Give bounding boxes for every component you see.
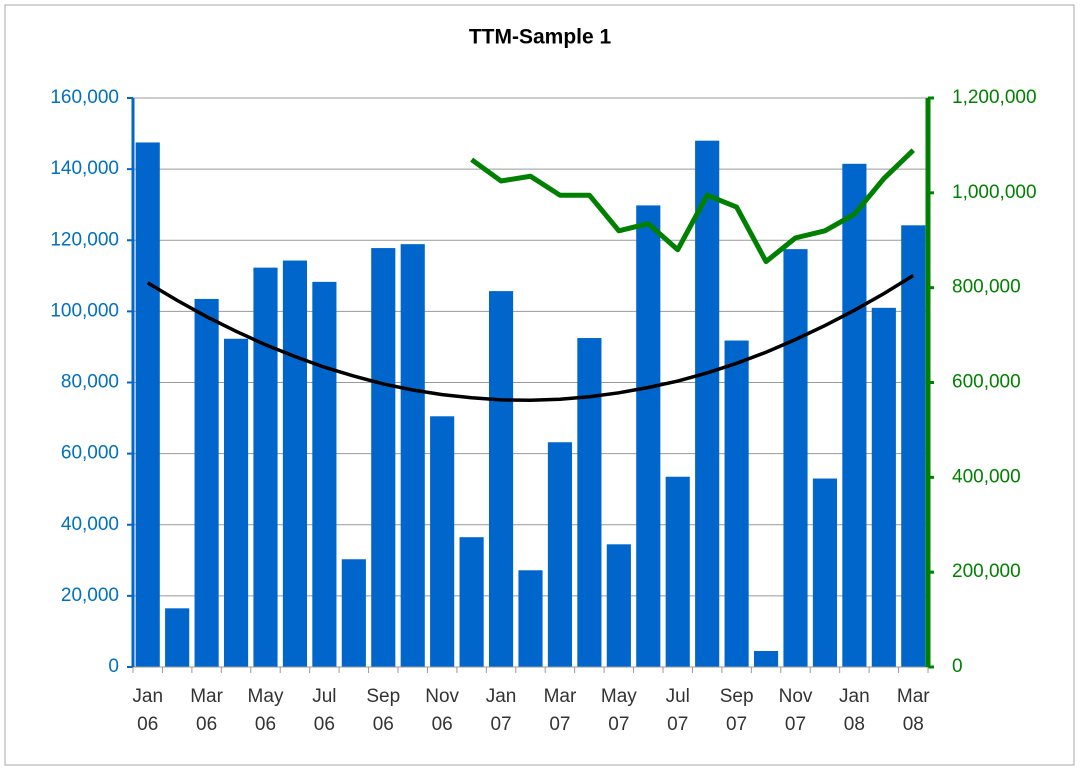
y2-tick-label: 1,200,000 [952,87,1037,108]
bar [194,298,219,667]
x-tick-label: Nov 07 [778,686,813,735]
x-tick-label: Jul 06 [312,686,337,735]
bar [636,205,661,667]
bar [547,442,573,667]
bar [753,650,779,667]
bar [165,608,190,667]
x-tick-label: Nov 06 [425,686,460,735]
bar [871,307,896,667]
y2-tick-label: 0 [952,656,963,677]
y-tick-label: 120,000 [50,229,119,250]
bar [223,338,249,667]
x-tick-label: May 07 [600,686,637,735]
x-tick-label: Mar 08 [896,686,930,735]
bar [371,248,396,668]
y2-tick-label: 1,000,000 [952,182,1037,203]
x-tick-label: May 06 [247,686,284,735]
ttm-line [470,148,916,265]
x-tick-label: Sep 06 [366,686,401,735]
bar [518,570,543,667]
trendline [146,273,915,403]
bar [459,537,484,667]
y-tick-label: 0 [108,656,119,677]
y2-tick-label: 400,000 [952,466,1021,487]
x-tick-label: Sep 07 [719,686,754,735]
bar [430,416,455,667]
y-tick-label: 160,000 [50,87,119,108]
bar [812,478,838,667]
bar [665,476,690,667]
y-tick-label: 60,000 [61,443,119,464]
bar [488,291,514,667]
y2-tick-label: 800,000 [952,277,1021,298]
x-tick-label: Jan 08 [839,686,870,735]
bar [724,340,749,667]
bar [577,338,602,667]
bar [341,559,366,667]
bar [901,225,926,667]
x-tick-label: Mar 07 [543,686,577,735]
bar [312,281,337,667]
bar [253,267,278,667]
x-tick-label: Jan 06 [132,686,164,735]
x-tick-label: Jan 07 [485,686,517,735]
bar [695,140,720,668]
y-tick-label: 40,000 [61,514,119,535]
y2-tick-label: 200,000 [952,561,1021,582]
bar [783,249,808,667]
x-tick-label: Jul 07 [665,686,690,735]
bar [282,260,308,667]
bar [842,163,867,667]
y-tick-label: 140,000 [50,158,119,179]
y-tick-label: 80,000 [61,372,119,393]
y-tick-label: 20,000 [61,585,119,606]
chart-title: TTM-Sample 1 [469,26,612,49]
bar [135,142,160,667]
y2-tick-label: 600,000 [952,372,1021,393]
x-tick-label: Mar 06 [190,686,223,735]
bar [400,244,425,668]
y-tick-label: 100,000 [50,300,119,321]
bar [606,544,631,667]
